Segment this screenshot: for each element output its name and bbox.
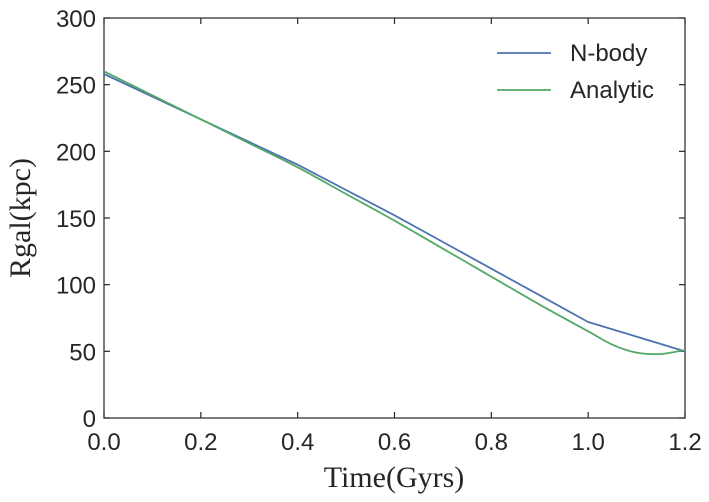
x-tick-label: 0.6 xyxy=(378,429,411,456)
y-axis-title: Rgal(kpc) xyxy=(4,158,37,278)
legend-label: N-body xyxy=(570,40,647,67)
series-line-n-body xyxy=(103,73,686,353)
series-line-analytic xyxy=(103,70,686,356)
x-axis-title: Time(Gyrs) xyxy=(324,461,465,494)
y-tick-label: 300 xyxy=(56,6,96,33)
x-tick-label: 0.2 xyxy=(184,429,217,456)
x-tick-label: 0.8 xyxy=(475,429,508,456)
x-tick-label: 0.0 xyxy=(87,429,120,456)
legend-label: Analytic xyxy=(570,77,654,104)
y-tick-label: 50 xyxy=(69,339,96,366)
ticks-group: 0.0 0.2 0.4 0.6 0.8 1.0 1.2 0 50 100 150 200 250 300 xyxy=(56,6,702,456)
y-tick-label: 150 xyxy=(56,206,96,233)
y-tick-label: 200 xyxy=(56,139,96,166)
y-tick-label: 100 xyxy=(56,273,96,300)
x-tick-label: 1.2 xyxy=(668,429,701,456)
x-tick-label: 0.4 xyxy=(281,429,314,456)
legend: N-body Analytic xyxy=(497,40,654,104)
y-tick-label: 250 xyxy=(56,73,96,100)
x-tick-label: 1.0 xyxy=(571,429,604,456)
y-tick-label: 0 xyxy=(83,406,96,433)
series-group xyxy=(103,70,686,356)
